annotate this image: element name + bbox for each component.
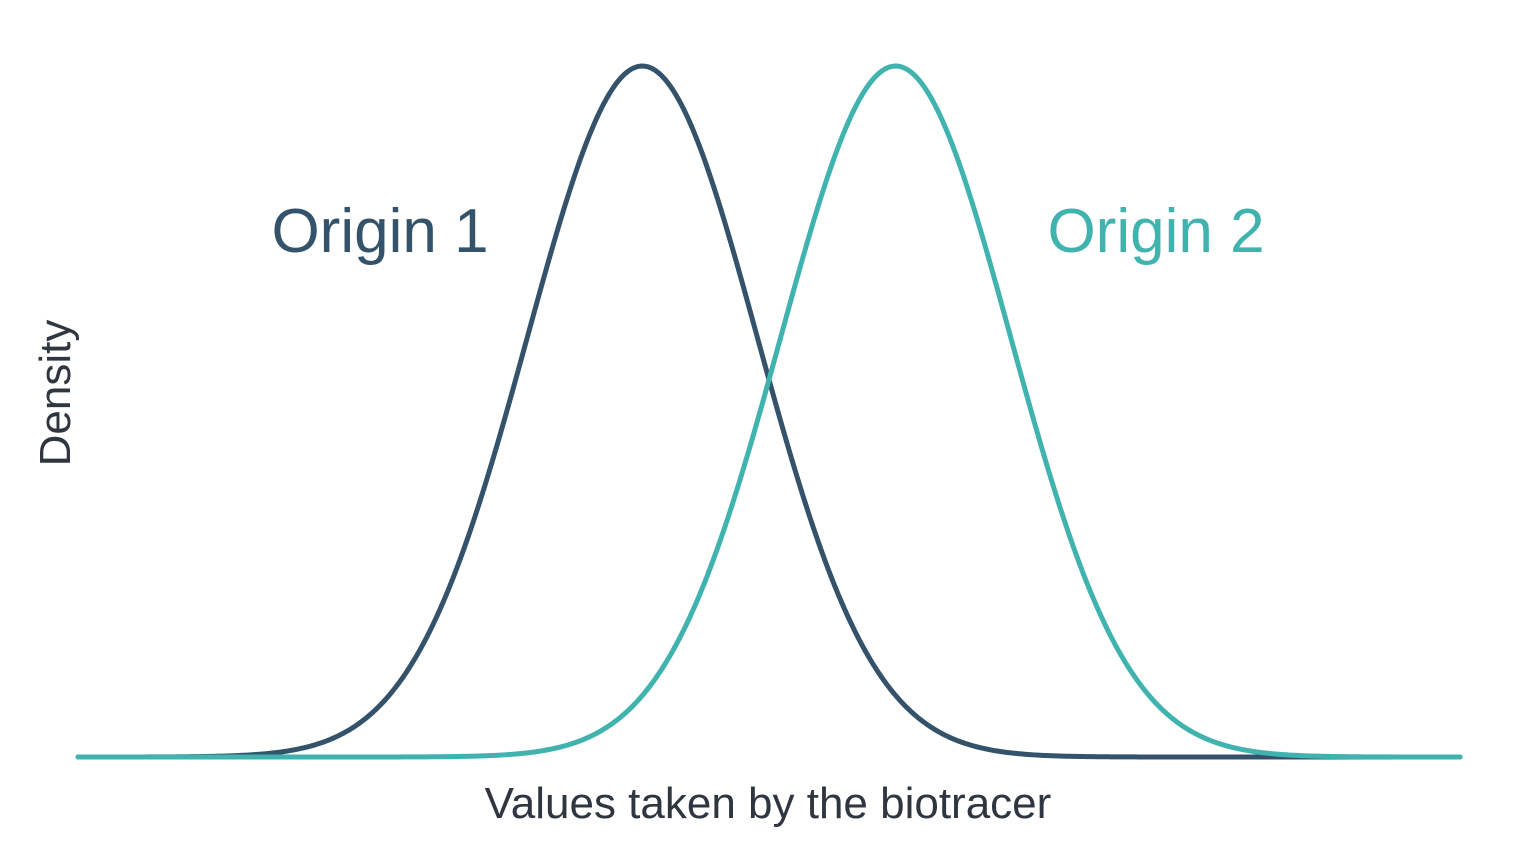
series-label-origin-1: Origin 1 xyxy=(271,197,488,266)
chart-curves xyxy=(75,63,1463,760)
series-line-origin-1 xyxy=(75,63,1463,760)
series-line-origin-2 xyxy=(75,63,1463,760)
series-label-origin-2: Origin 2 xyxy=(1047,197,1264,266)
x-axis-label: Values taken by the biotracer xyxy=(485,779,1052,828)
y-axis-label: Density xyxy=(31,320,80,467)
